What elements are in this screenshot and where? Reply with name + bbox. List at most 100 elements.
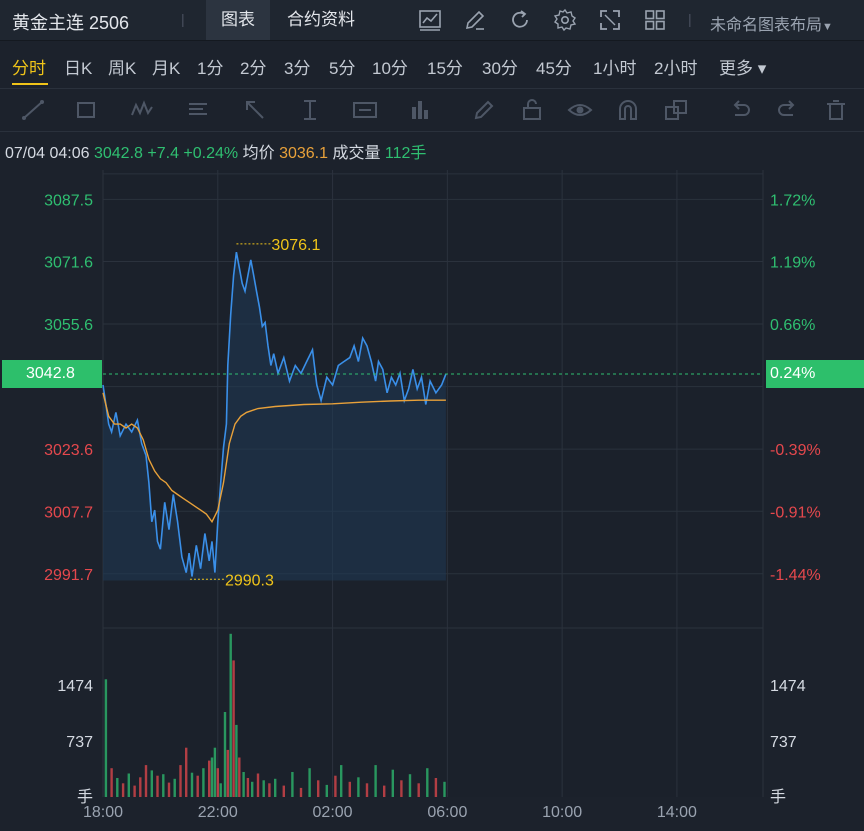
cursor-measure-icon[interactable] [297, 97, 323, 123]
refresh-icon[interactable] [508, 8, 532, 32]
period-3[interactable]: 月K [152, 59, 181, 78]
y-tick-label: 3087.5 [44, 192, 93, 209]
period-8[interactable]: 10分 [372, 59, 408, 78]
y-tick-label: 3071.6 [44, 254, 93, 271]
volume-bar [223, 712, 227, 797]
drawing-toolbar [0, 88, 864, 132]
price-line [102, 251, 447, 577]
volume-tick-label-right: 737 [770, 734, 797, 751]
period-7[interactable]: 5分 [329, 59, 356, 78]
title-separator: | [181, 11, 185, 27]
volume-bar [299, 787, 303, 797]
current-pct-tag-right: 0.24% [766, 360, 864, 389]
period-1[interactable]: 日K [64, 59, 93, 78]
undo-icon[interactable] [727, 97, 753, 123]
trash-icon[interactable] [823, 97, 849, 123]
volume-tick-label: 1474 [57, 678, 93, 695]
volume-bar [325, 784, 328, 797]
y-pct-tick-label: -0.91% [770, 504, 821, 521]
volume-bar [340, 765, 343, 797]
volume-bar [242, 772, 245, 797]
pencil-icon[interactable] [471, 97, 497, 123]
volume-bar [173, 778, 176, 797]
period-2[interactable]: 周K [108, 59, 137, 78]
x-tick-label: 06:00 [427, 804, 467, 821]
caret-down-icon: ▼ [822, 21, 833, 33]
line-tool-icon[interactable] [20, 97, 46, 123]
volume-bar [213, 747, 217, 797]
layers-icon[interactable] [663, 97, 689, 123]
period-11[interactable]: 45分 [536, 59, 572, 78]
volume-bar [391, 769, 394, 797]
volume-bar [317, 780, 320, 797]
volume-bar [365, 783, 369, 797]
volume-bar [434, 778, 438, 797]
top-bar: 黄金主连 2506 | 图表 合约资料 | 未命名图表布局▼ [0, 0, 864, 41]
period-bar: 分时 日K 周K 月K 1分 2分 3分 5分 10分 15分 30分 45分 1小时 2小时 更多 ▾ [0, 41, 864, 86]
low-marker-label: 2990.3 [225, 572, 274, 589]
period-5[interactable]: 2分 [240, 59, 267, 78]
volume-bar [110, 768, 113, 797]
grid-layout-icon[interactable] [643, 8, 667, 32]
lock-icon[interactable] [519, 97, 545, 123]
avg-price-label: 均价 [242, 145, 275, 162]
arrow-tool-icon[interactable] [242, 97, 268, 123]
magnet-icon[interactable] [615, 97, 641, 123]
layout-separator: | [688, 11, 692, 27]
volume-bar [238, 757, 241, 797]
volume-tick-label: 737 [66, 734, 93, 751]
period-0[interactable]: 分时 [12, 59, 46, 78]
indicator-icon[interactable] [418, 8, 442, 32]
volume-bar [268, 783, 271, 797]
volume-bar [179, 765, 182, 797]
y-tick-label: 2991.7 [44, 567, 93, 584]
period-10[interactable]: 30分 [482, 59, 518, 78]
wave-tool-icon[interactable] [130, 97, 156, 123]
volume-bar [308, 768, 311, 797]
volume-unit-label: 手 [77, 788, 93, 806]
volume-tick-label-right: 1474 [770, 678, 806, 695]
tab-contract-info[interactable]: 合约资料 [287, 10, 355, 29]
volume-bar [216, 768, 219, 797]
current-price-value: 3042.8 [26, 365, 75, 383]
volume-bar [150, 770, 153, 797]
eye-icon[interactable] [567, 97, 593, 123]
price-area-fill [103, 252, 446, 581]
rectangle-tool-icon[interactable] [73, 97, 99, 123]
period-13[interactable]: 2小时 [654, 59, 698, 78]
period-9[interactable]: 15分 [427, 59, 463, 78]
volume-bar [139, 777, 142, 797]
y-tick-label: 3007.7 [44, 504, 93, 521]
layout-dropdown[interactable]: 未命名图表布局▼ [710, 11, 833, 35]
current-price-tag-left: 3042.8 [2, 360, 102, 389]
period-6[interactable]: 3分 [284, 59, 311, 78]
text-list-icon[interactable] [185, 97, 211, 123]
settings-icon[interactable] [553, 8, 577, 32]
volume-label: 成交量 [332, 145, 381, 162]
volume-bar [104, 679, 108, 797]
quote-datetime: 07/04 04:06 [5, 145, 90, 162]
volume-bar [121, 783, 125, 797]
quote-change-pct: +0.24% [183, 145, 239, 162]
volume-bar [226, 749, 229, 797]
bar-tool-icon[interactable] [407, 97, 433, 123]
x-tick-label: 22:00 [198, 804, 238, 821]
quote-price: 3042.8 [93, 145, 143, 162]
tab-chart[interactable]: 图表 [206, 0, 270, 40]
redo-icon[interactable] [775, 97, 801, 123]
volume-bar [291, 772, 294, 797]
volume-bar [374, 765, 377, 797]
period-4[interactable]: 1分 [197, 59, 224, 78]
y-tick-label: 3023.6 [44, 442, 93, 459]
period-more-button[interactable]: 更多 ▾ [719, 59, 767, 78]
draw-icon[interactable] [463, 8, 487, 32]
period-12[interactable]: 1小时 [593, 59, 637, 78]
fullscreen-icon[interactable] [598, 8, 622, 32]
symbol-title: 黄金主连 2506 [12, 13, 130, 33]
volume-bar [383, 785, 386, 797]
volume-bar [232, 660, 235, 797]
label-tool-icon[interactable] [352, 97, 378, 123]
avg-price-line [102, 392, 446, 524]
y-pct-tick-label: 1.72% [770, 192, 815, 209]
